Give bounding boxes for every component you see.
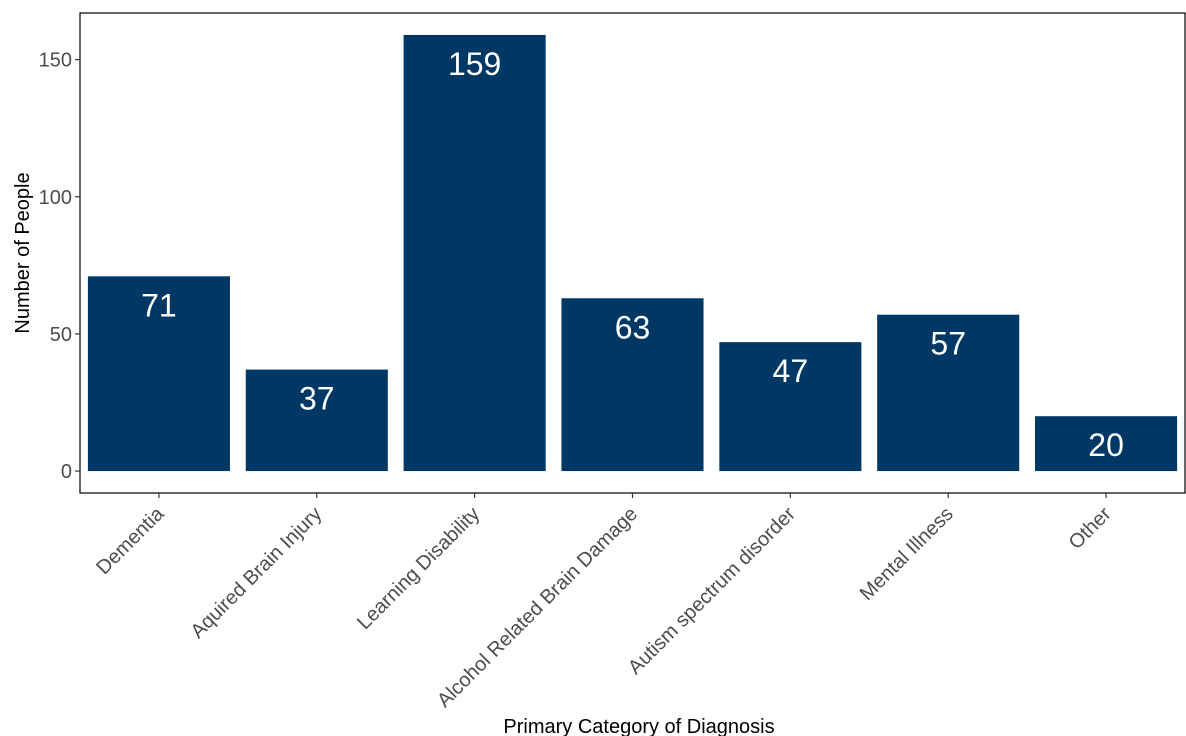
- bars-group: 71 37 159 63 47 57 20: [87, 34, 1178, 472]
- bar: [245, 369, 388, 472]
- x-tick-label: Aquired Brain Injury: [187, 503, 327, 643]
- bar-value-label: 57: [930, 326, 966, 362]
- x-tick-label: Other: [1065, 503, 1116, 554]
- x-tick-label: Learning Disability: [353, 503, 484, 634]
- x-axis: Dementia Aquired Brain Injury Learning Dis…: [92, 493, 1116, 712]
- bar: [87, 276, 230, 472]
- bar: [561, 298, 704, 472]
- x-tick-label: Dementia: [92, 502, 169, 579]
- y-axis-title: Number of People: [12, 172, 34, 333]
- y-tick-label: 0: [61, 461, 72, 483]
- bar: [719, 342, 862, 472]
- bar-value-label: 71: [141, 287, 177, 323]
- y-tick-label: 100: [39, 187, 72, 209]
- y-tick-label: 150: [39, 50, 72, 72]
- bar-value-label: 47: [773, 353, 809, 389]
- bar-value-label: 20: [1088, 427, 1124, 463]
- bar: [1035, 416, 1178, 472]
- x-tick-label: Mental Illness: [856, 503, 958, 605]
- x-axis-title: Primary Category of Diagnosis: [503, 716, 774, 736]
- bar-value-label: 37: [299, 381, 335, 417]
- y-axis: 0 50 100 150: [39, 50, 80, 483]
- bar: [403, 34, 546, 472]
- y-tick-label: 50: [50, 324, 72, 346]
- bar-value-label: 63: [615, 309, 651, 345]
- bar: [877, 314, 1020, 472]
- bar-value-label: 159: [448, 46, 501, 82]
- x-tick-label: Autism spectrum disorder: [624, 503, 800, 679]
